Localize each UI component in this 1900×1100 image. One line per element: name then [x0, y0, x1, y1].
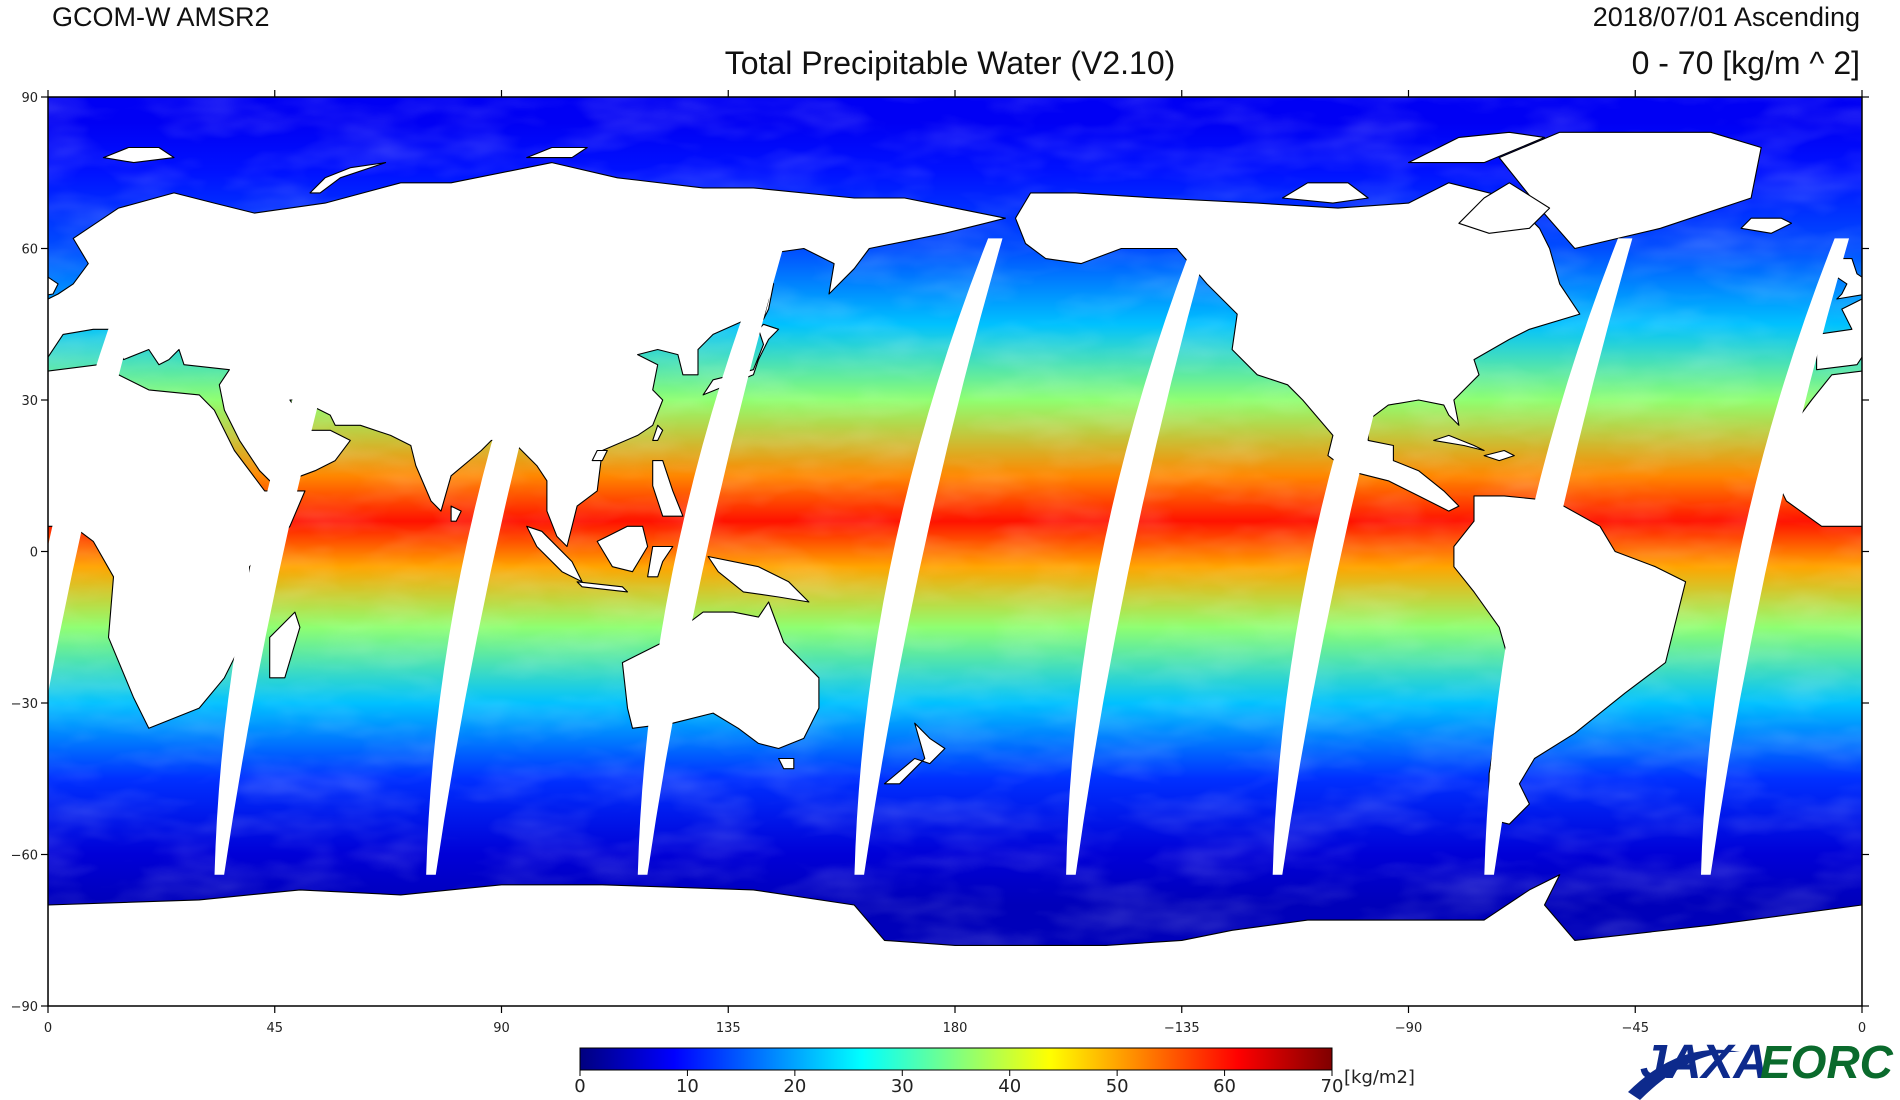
y-tick-label: −90 — [11, 1000, 38, 1015]
x-tick-label: 0 — [44, 1021, 52, 1036]
colorbar-tick-label: 20 — [783, 1076, 806, 1097]
colorbar: 0 10 20 30 40 50 60 70 [kg/m2] — [574, 1047, 1415, 1097]
colorbar-tick-label: 70 — [1321, 1076, 1344, 1097]
swath-gap — [1484, 238, 1633, 875]
x-tick-label: −45 — [1622, 1021, 1649, 1036]
y-tick-label: 0 — [30, 546, 38, 561]
landmass-cuba — [1433, 434, 1485, 452]
landmass-baffin-island — [1458, 182, 1551, 234]
landmass-sulawesi — [647, 545, 674, 578]
eorc-logo-text: EORC — [1760, 1036, 1894, 1088]
swath-gap — [1066, 238, 1210, 875]
y-tick-label: 30 — [21, 394, 38, 409]
map-title: Total Precipitable Water (V2.10) — [724, 45, 1176, 81]
landmass-borneo — [596, 525, 649, 573]
x-tick-label: −90 — [1395, 1021, 1422, 1036]
map-area — [48, 97, 1862, 1006]
colorbar-tick-label: 10 — [676, 1076, 699, 1097]
swath-gap — [1700, 238, 1850, 875]
swath-gap-layer — [48, 238, 1850, 875]
colorbar-tick-label: 30 — [891, 1076, 914, 1097]
value-range-label: 0 - 70 [kg/m ^ 2] — [1631, 45, 1860, 81]
swath-gap — [48, 238, 156, 694]
landmass-svalbard — [102, 146, 175, 164]
colorbar-unit: [kg/m2] — [1344, 1067, 1415, 1088]
colorbar-tick-label: 50 — [1106, 1076, 1129, 1097]
swath-gap — [426, 238, 575, 875]
landmass-severnaya-zemlya — [526, 146, 588, 159]
landmass-africa-wrap — [1775, 370, 1862, 527]
colorbar-gradient — [579, 1047, 1333, 1071]
x-tick-label: 135 — [716, 1021, 741, 1036]
landmass-antarctica — [48, 874, 1862, 1006]
colorbar-tick-label: 40 — [998, 1076, 1021, 1097]
x-tick-label: 0 — [1858, 1021, 1866, 1036]
colorbar-tick-label: 60 — [1213, 1076, 1236, 1097]
x-tick-label: 180 — [943, 1021, 968, 1036]
swath-gap — [214, 238, 363, 875]
y-tick-label: −30 — [11, 697, 38, 712]
landmass-novaya-zemlya — [309, 162, 387, 194]
jaxa-swoosh-icon — [1628, 1049, 1740, 1100]
swath-gap — [854, 238, 1003, 875]
landmass-eurasia-wrap — [1816, 298, 1862, 371]
landmass-sri-lanka — [450, 505, 462, 522]
landmass-ellesmere-island — [1407, 131, 1546, 164]
date-pass-label: 2018/07/01 Ascending — [1592, 2, 1860, 32]
landmass-hainan — [591, 449, 608, 462]
landmass-java — [576, 581, 629, 593]
y-tick-label: 60 — [21, 243, 38, 258]
x-tick-label: −135 — [1164, 1021, 1200, 1036]
landmass-great-britain — [48, 276, 59, 296]
swath-gap — [1272, 238, 1421, 875]
landmass-philippines — [652, 460, 684, 517]
jaxa-eorc-logo: JAXA EORC — [1628, 1036, 1894, 1100]
landmass-taiwan — [652, 424, 664, 441]
landmass-tasmania — [778, 757, 795, 770]
y-tick-label: −60 — [11, 849, 38, 864]
satellite-sensor-label: GCOM-W AMSR2 — [52, 2, 270, 32]
landmass-hispaniola — [1483, 449, 1515, 462]
landmass-madagascar — [269, 611, 301, 679]
landmass-iceland — [1740, 217, 1793, 234]
landmass-victoria-island — [1281, 182, 1369, 204]
x-tick-label: 90 — [493, 1021, 510, 1036]
landmass-new-guinea — [707, 555, 810, 603]
axes: 0 45 90 135 180 −135 −90 −45 0 90 60 30 0 −30 −60 −90 — [11, 90, 1869, 1036]
landmass-greenland — [1498, 131, 1762, 250]
colorbar-tick-label: 0 — [574, 1076, 585, 1097]
y-tick-label: 90 — [21, 91, 38, 106]
landmass-new-zealand — [883, 722, 946, 785]
x-tick-label: 45 — [266, 1021, 283, 1036]
swath-gap — [637, 238, 786, 875]
